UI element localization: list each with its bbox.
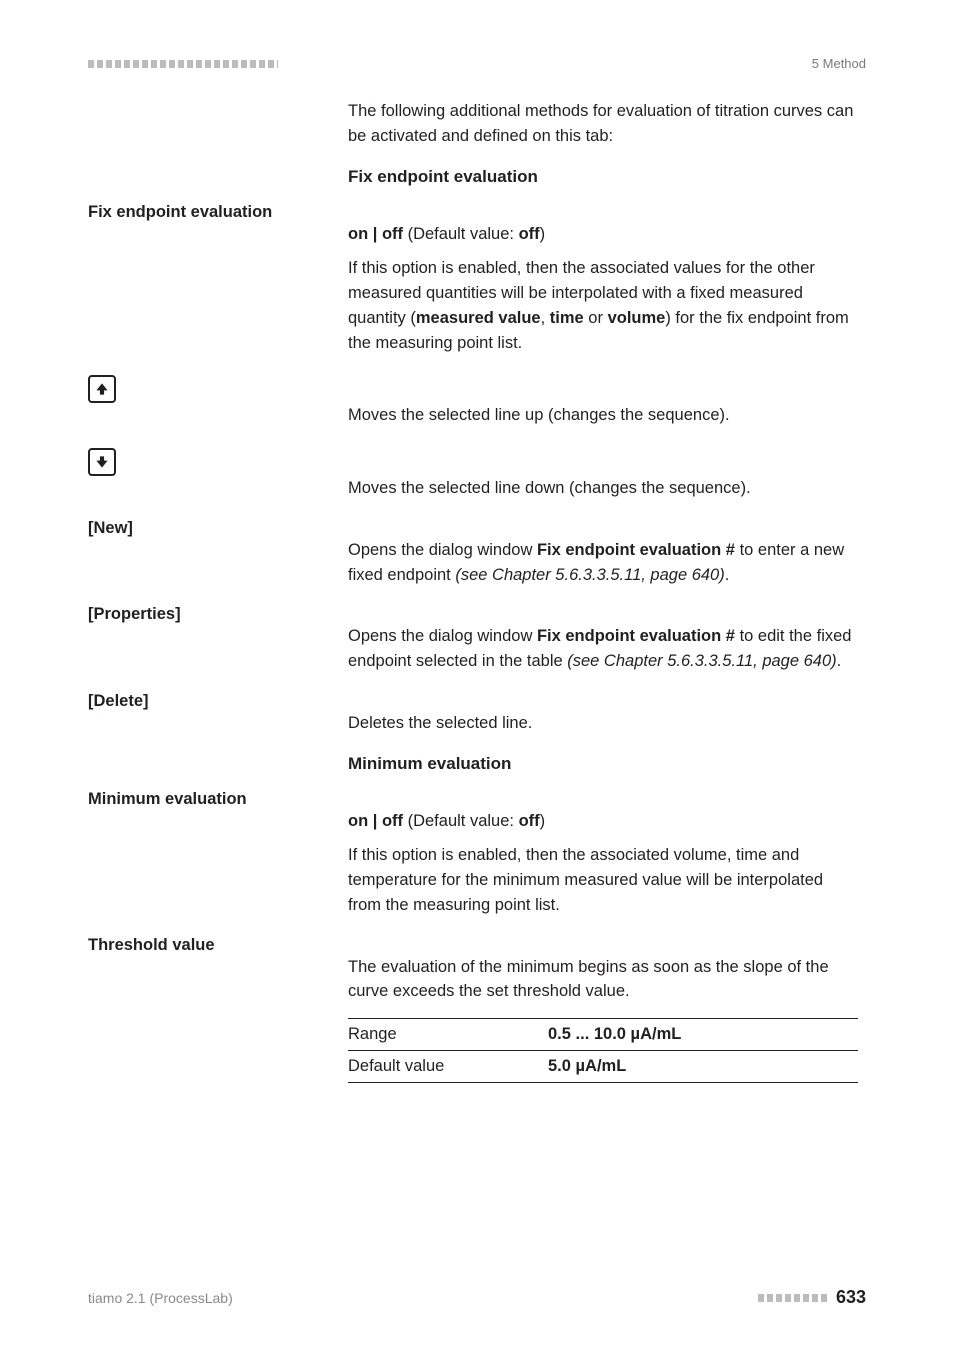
fix-endpoint-desc: If this option is enabled, then the asso… [348, 256, 858, 355]
onoff-prefix: on | off [348, 225, 403, 243]
minimum-eval-desc: If this option is enabled, then the asso… [348, 843, 858, 917]
new-desc: Opens the dialog window Fix endpoint eva… [348, 538, 858, 588]
properties-button-label: [Properties] [88, 601, 348, 624]
fix-endpoint-onoff: on | off (Default value: off) [348, 222, 858, 247]
threshold-table: Range 0.5 ... 10.0 µA/mL Default value 5… [348, 1018, 858, 1083]
minimum-eval-label: Minimum evaluation [88, 786, 348, 809]
arrow-down-icon[interactable] [88, 448, 116, 476]
minimum-eval-onoff: on | off (Default value: off) [348, 809, 858, 834]
minimum-eval-heading: Minimum evaluation [348, 754, 866, 774]
properties-desc: Opens the dialog window Fix endpoint eva… [348, 624, 858, 674]
threshold-label: Threshold value [88, 932, 348, 955]
header-dashes [88, 60, 278, 68]
page-footer: tiamo 2.1 (ProcessLab) 633 [88, 1287, 866, 1308]
fix-endpoint-heading: Fix endpoint evaluation [348, 167, 866, 187]
fix-endpoint-label: Fix endpoint evaluation [88, 199, 348, 222]
delete-button-label: [Delete] [88, 688, 348, 711]
delete-desc: Deletes the selected line. [348, 711, 858, 736]
table-row: Range 0.5 ... 10.0 µA/mL [348, 1018, 858, 1050]
default-value: 5.0 µA/mL [548, 1057, 858, 1076]
intro-text: The following additional methods for eva… [348, 99, 858, 149]
footer-dashes [758, 1294, 828, 1302]
page-header: 5 Method [88, 56, 866, 71]
arrow-down-desc: Moves the selected line down (changes th… [348, 476, 858, 501]
header-section: 5 Method [812, 56, 866, 71]
threshold-desc: The evaluation of the minimum begins as … [348, 955, 858, 1005]
arrow-up-icon[interactable] [88, 375, 116, 403]
range-value: 0.5 ... 10.0 µA/mL [548, 1025, 858, 1044]
arrow-up-desc: Moves the selected line up (changes the … [348, 403, 858, 428]
table-row: Default value 5.0 µA/mL [348, 1050, 858, 1083]
page-number: 633 [836, 1287, 866, 1308]
footer-product: tiamo 2.1 (ProcessLab) [88, 1290, 233, 1306]
range-label: Range [348, 1025, 548, 1044]
default-label: Default value [348, 1057, 548, 1076]
new-button-label: [New] [88, 515, 348, 538]
